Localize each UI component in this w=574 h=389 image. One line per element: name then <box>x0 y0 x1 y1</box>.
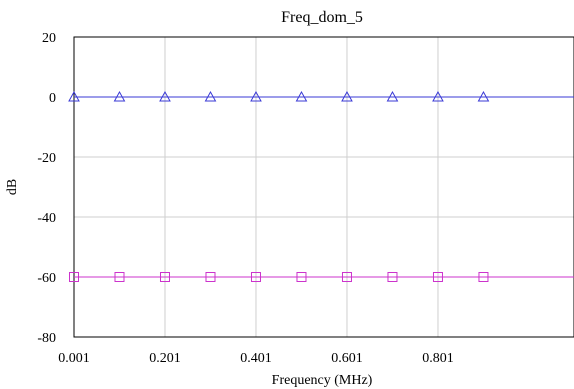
triangle-marker <box>204 90 217 102</box>
y-tick-label: -40 <box>37 211 56 226</box>
square-marker <box>432 272 443 282</box>
triangle-marker <box>295 90 308 102</box>
series-layer <box>68 90 574 282</box>
y-tick-label: -60 <box>37 271 56 286</box>
triangle-marker <box>341 90 353 102</box>
y-tick-label: 0 <box>49 91 56 106</box>
y-tick-labels: 20 0 -20 -40 -60 -80 <box>37 31 56 346</box>
square-marker <box>114 272 125 282</box>
plot-area <box>73 36 574 338</box>
triangle-marker <box>386 90 399 102</box>
triangle-marker <box>68 90 80 102</box>
triangle-marker <box>250 90 262 102</box>
x-tick-label: 0.601 <box>331 351 363 366</box>
y-tick-label: -20 <box>37 151 56 166</box>
square-marker <box>478 272 489 282</box>
x-tick-label: 0.401 <box>240 351 272 366</box>
x-axis-label: Frequency (MHz) <box>272 373 373 388</box>
square-marker <box>159 272 170 282</box>
square-marker <box>250 272 261 282</box>
x-tick-label: 0.801 <box>422 351 454 366</box>
square-marker <box>341 272 352 282</box>
x-tick-labels: 0.001 0.201 0.401 0.601 0.801 <box>58 351 453 366</box>
y-axis-label: dB <box>5 179 20 195</box>
triangle-marker <box>477 90 490 102</box>
grid <box>73 36 574 338</box>
square-marker <box>387 272 398 282</box>
square-marker <box>69 272 79 282</box>
square-marker <box>205 272 216 282</box>
y-tick-label: -80 <box>37 331 56 346</box>
x-tick-label: 0.001 <box>58 351 90 366</box>
series-2 <box>69 272 574 282</box>
y-tick-label: 20 <box>42 31 56 46</box>
triangle-marker <box>432 90 444 102</box>
chart-title: Freq_dom_5 <box>281 9 363 26</box>
series-1 <box>68 90 574 102</box>
x-tick-label: 0.201 <box>149 351 181 366</box>
triangle-marker <box>159 90 171 102</box>
square-marker <box>296 272 307 282</box>
triangle-marker <box>113 90 126 102</box>
